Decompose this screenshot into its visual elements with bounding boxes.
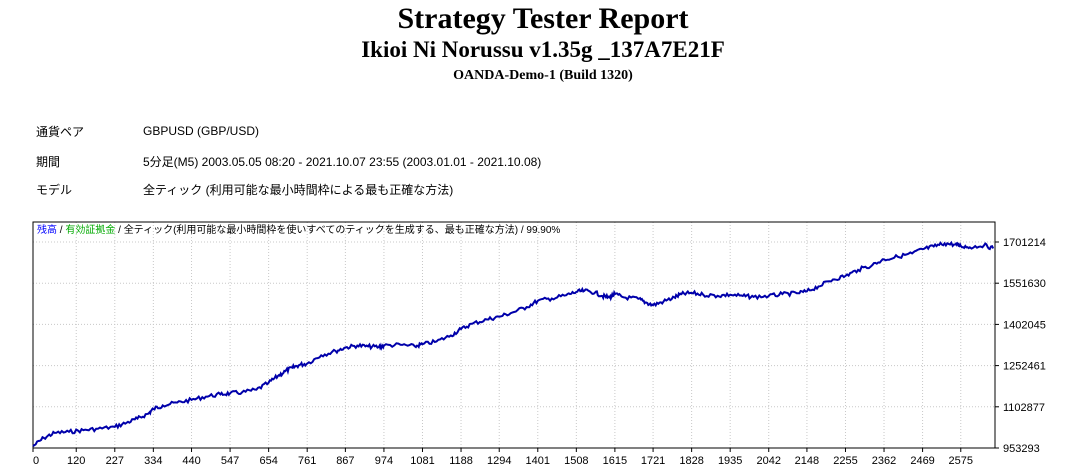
balance-chart: 0 120 227 334 440 547 654 761 867 974 1081 1188 1294… <box>32 221 1046 467</box>
plot-frame <box>32 221 996 449</box>
x-tick-label: 2469 <box>910 455 934 467</box>
y-tick-label: 1252461 <box>1003 361 1046 373</box>
currency-pair-value: GBPUSD (GBP/USD) <box>143 124 260 138</box>
server-name: OANDA-Demo-1 (Build 1320) <box>453 68 633 83</box>
currency-pair-label: 通貨ペア <box>36 125 85 139</box>
legend-separator: / <box>518 225 526 236</box>
y-tick-label: 1551630 <box>1003 278 1046 290</box>
x-tick-label: 1401 <box>526 455 550 467</box>
x-tick-label: 974 <box>375 455 393 467</box>
y-tick-label: 953293 <box>1003 443 1040 455</box>
x-tick-label: 334 <box>144 455 162 467</box>
legend-quality: 99.90% <box>526 225 560 236</box>
x-tick-label: 761 <box>298 455 316 467</box>
ea-name: Ikioi Ni Norussu v1.35g _137A7E21F <box>361 37 725 62</box>
period-label: 期間 <box>36 155 61 169</box>
chart-legend: 残高 / 有効証拠金 / 全ティック(利用可能な最小時間枠を使いすべてのティック… <box>37 223 560 236</box>
x-tick-label: 2042 <box>756 455 780 467</box>
balance-line <box>32 240 995 447</box>
x-tick-label: 867 <box>336 455 354 467</box>
legend-model: 全ティック(利用可能な最小時間枠を使いすべてのティックを生成する、最も正確な方法… <box>124 223 518 236</box>
chart-grid <box>32 222 995 449</box>
x-tick-label: 2575 <box>949 455 973 467</box>
x-tick-label: 654 <box>259 455 277 467</box>
x-tick-label: 1935 <box>718 455 742 467</box>
x-tick-label: 440 <box>182 455 200 467</box>
x-tick-label: 1828 <box>679 455 703 467</box>
legend-equity: 有効証拠金 <box>65 223 115 236</box>
model-label: モデル <box>36 183 73 197</box>
x-tick-label: 2148 <box>795 455 819 467</box>
legend-separator: / <box>57 225 65 236</box>
y-tick-label: 1402045 <box>1003 319 1046 331</box>
period-value: 5分足(M5) 2003.05.05 08:20 - 2021.10.07 23… <box>143 155 542 169</box>
x-tick-label: 1508 <box>564 455 588 467</box>
x-tick-label: 227 <box>106 455 124 467</box>
x-tick-label: 0 <box>33 455 39 467</box>
y-tick-label: 1701214 <box>1003 237 1046 249</box>
x-tick-label: 1294 <box>487 455 511 467</box>
axis-ticks: 0 120 227 334 440 547 654 761 867 974 1081 1188 1294… <box>32 237 1046 467</box>
legend-balance: 残高 <box>37 223 57 236</box>
x-tick-label: 120 <box>67 455 85 467</box>
model-value: 全ティック (利用可能な最小時間枠による最も正確な方法) <box>143 183 454 197</box>
legend-separator: / <box>115 225 123 236</box>
x-tick-label: 2362 <box>872 455 896 467</box>
x-tick-label: 1081 <box>410 455 434 467</box>
report-title: Strategy Tester Report <box>397 2 689 35</box>
x-tick-label: 547 <box>221 455 239 467</box>
x-tick-label: 2255 <box>833 455 857 467</box>
x-tick-label: 1615 <box>603 455 627 467</box>
x-tick-label: 1188 <box>449 455 473 467</box>
x-tick-label: 1721 <box>641 455 665 467</box>
y-tick-label: 1102877 <box>1003 402 1045 414</box>
